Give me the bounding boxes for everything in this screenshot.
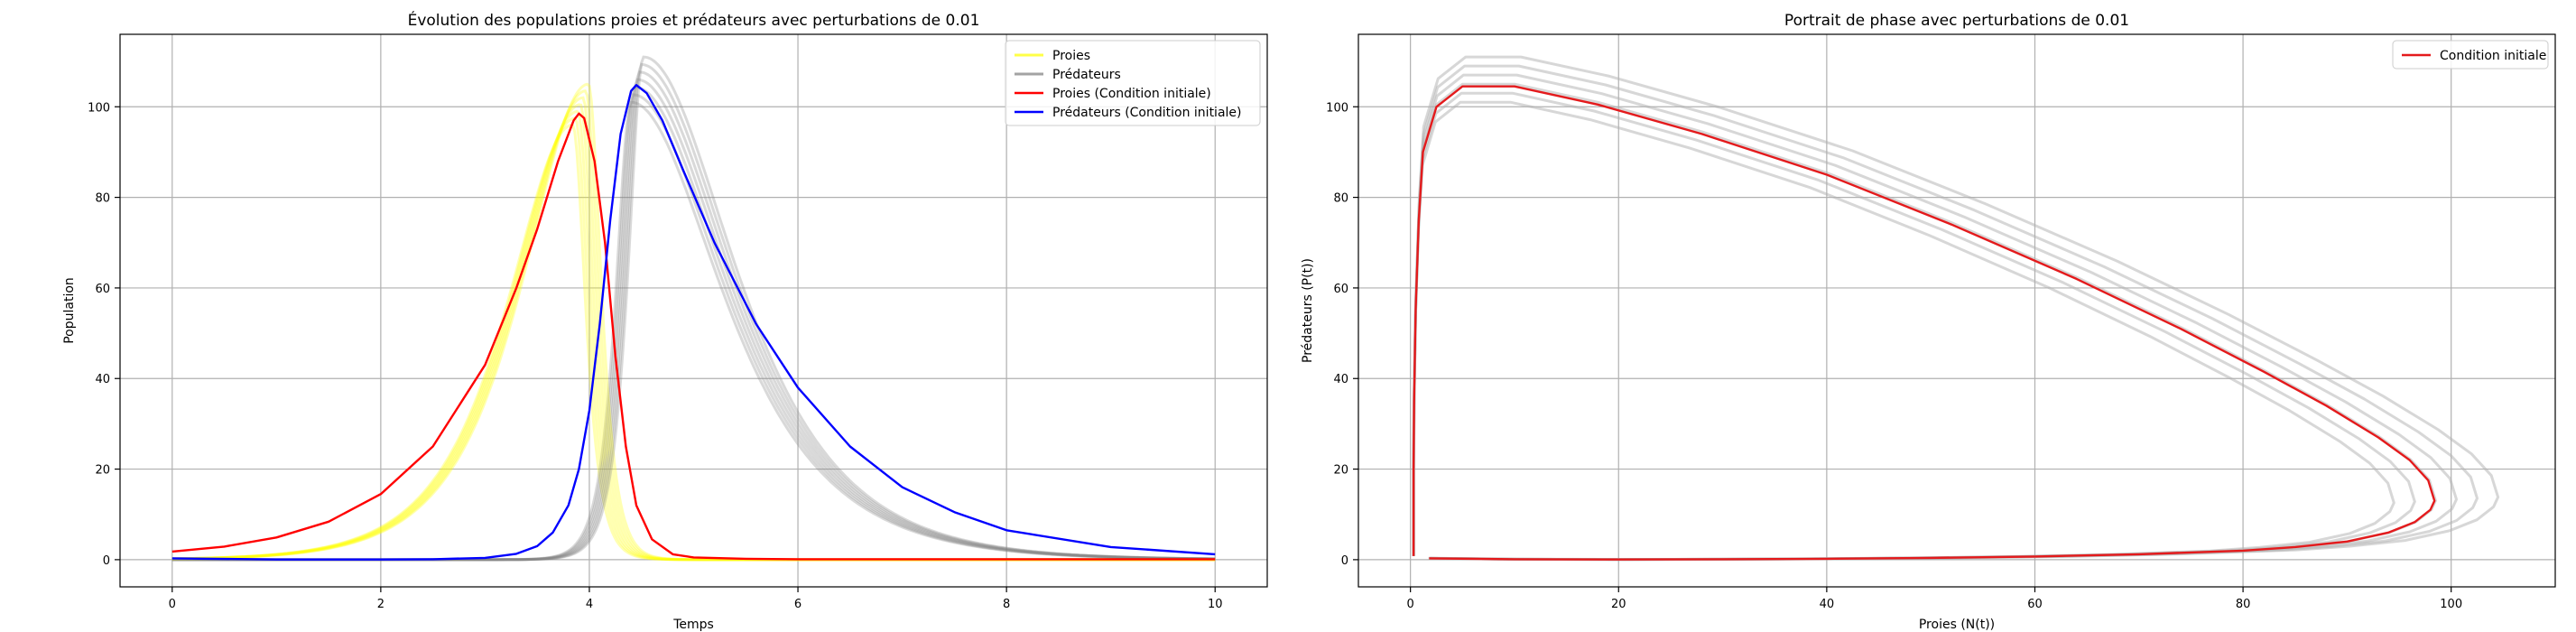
x-axis-label: Temps bbox=[672, 618, 714, 632]
y-tick-label: 40 bbox=[1333, 373, 1348, 386]
y-tick-label: 60 bbox=[1333, 283, 1348, 296]
x-tick-label: 2 bbox=[377, 598, 385, 611]
chart-title: Portrait de phase avec perturbations de … bbox=[1784, 12, 2129, 30]
legend-label: Proies (Condition initiale) bbox=[1052, 87, 1211, 101]
y-tick-label: 20 bbox=[95, 464, 110, 478]
y-tick-label: 20 bbox=[1333, 464, 1348, 478]
ticks: 0 20 40 60 80 100 0 20 40 60 80 100 bbox=[1326, 101, 2462, 611]
legend-box bbox=[2392, 40, 2549, 70]
x-tick-label: 0 bbox=[169, 598, 176, 611]
x-tick-label: 100 bbox=[2440, 598, 2462, 611]
plot-area bbox=[1412, 55, 2500, 562]
prey-initial-line bbox=[171, 112, 1216, 561]
y-tick-label: 40 bbox=[95, 373, 110, 386]
y-tick-label: 80 bbox=[95, 192, 110, 206]
x-tick-label: 60 bbox=[2027, 598, 2043, 611]
y-tick-label: 0 bbox=[103, 554, 110, 568]
legend-box bbox=[1005, 40, 1261, 126]
chart-title: Évolution des populations proies et préd… bbox=[408, 10, 980, 30]
legend-label: Prédateurs (Condition initiale) bbox=[1052, 106, 1242, 120]
y-axis-label: Population bbox=[62, 277, 77, 344]
phase-initial-line bbox=[1412, 85, 2436, 561]
y-tick-label: 80 bbox=[1333, 192, 1348, 206]
plot-area bbox=[171, 55, 1216, 562]
x-tick-label: 80 bbox=[2236, 598, 2251, 611]
x-tick-label: 6 bbox=[794, 598, 802, 611]
y-tick-label: 60 bbox=[95, 283, 110, 296]
x-tick-label: 10 bbox=[1208, 598, 1223, 611]
y-axis-label: Prédateurs (P(t)) bbox=[1301, 258, 1315, 363]
x-axis-label: Proies (N(t)) bbox=[1919, 618, 1995, 632]
x-tick-label: 8 bbox=[1003, 598, 1010, 611]
x-tick-label: 40 bbox=[1820, 598, 1835, 611]
legend: Proies Prédateurs Proies (Condition initia… bbox=[1005, 40, 1261, 126]
legend-label: Condition initiale bbox=[2440, 49, 2546, 63]
x-tick-label: 4 bbox=[586, 598, 593, 611]
grid bbox=[1358, 34, 2555, 587]
y-tick-label: 100 bbox=[88, 101, 110, 115]
predator-initial-line bbox=[171, 84, 1216, 561]
legend-label: Proies bbox=[1052, 49, 1090, 63]
x-tick-label: 0 bbox=[1407, 598, 1414, 611]
phase-portrait-chart: 0 20 40 60 80 100 0 20 40 60 80 100 Portrait de phas… bbox=[1301, 12, 2556, 632]
y-tick-label: 0 bbox=[1341, 554, 1348, 568]
axes-frame bbox=[1357, 33, 2556, 588]
axes-frame bbox=[119, 33, 1268, 588]
legend-label: Prédateurs bbox=[1052, 68, 1121, 82]
y-tick-label: 100 bbox=[1326, 101, 1348, 115]
legend: Condition initiale bbox=[2392, 40, 2549, 70]
x-tick-label: 20 bbox=[1611, 598, 1626, 611]
